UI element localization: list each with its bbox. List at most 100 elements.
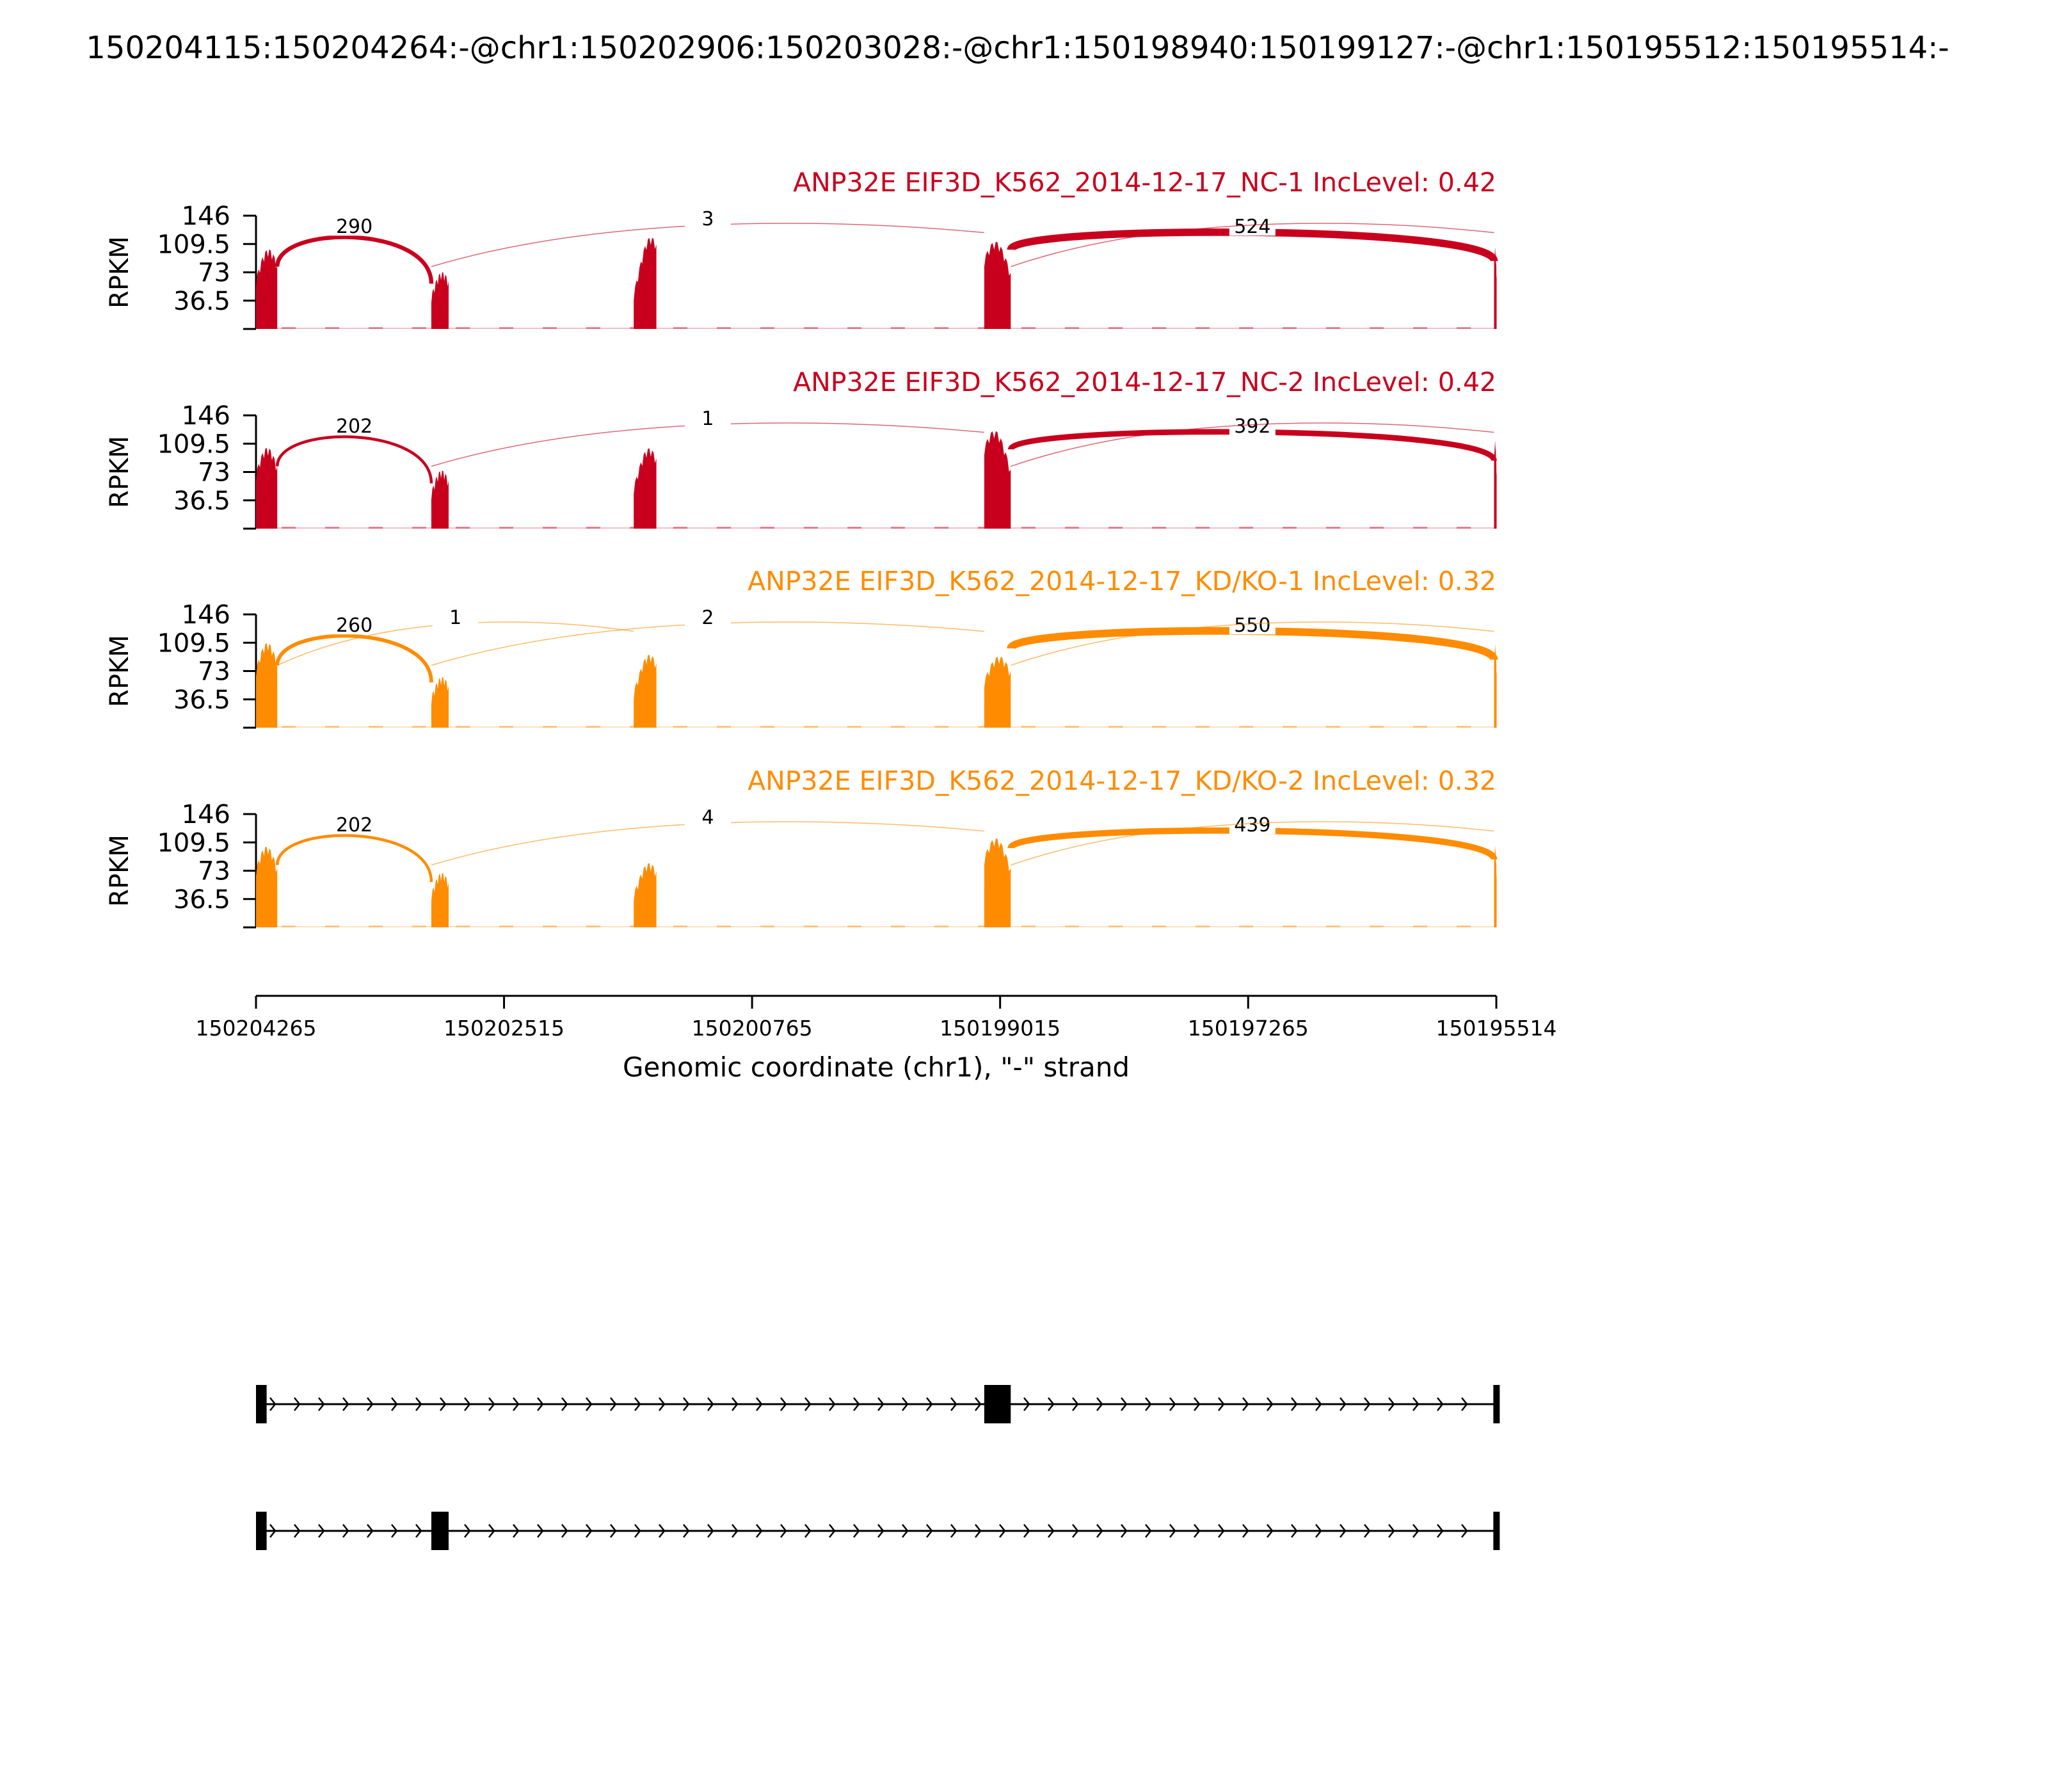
strand-arrow-icon [1096, 1524, 1103, 1538]
y-tick-label: 109.5 [157, 828, 230, 858]
y-tick-label: 146 [182, 600, 230, 630]
junction-count-label: 550 [1234, 614, 1270, 637]
strand-arrow-icon [1242, 1524, 1249, 1538]
gene-model-exon [1493, 1512, 1500, 1550]
strand-arrow-icon [659, 1524, 666, 1538]
junction-label-box [331, 813, 378, 835]
background-coverage [1196, 925, 1210, 927]
strand-arrow-icon [853, 1524, 860, 1538]
strand-arrow-icon [1218, 1397, 1225, 1411]
strand-arrow-icon [464, 1524, 471, 1538]
x-tick-label: 150200765 [692, 1016, 813, 1041]
junction-count-label: 392 [1234, 415, 1270, 438]
gene-model-track [256, 1512, 1500, 1550]
junction-arc [1011, 821, 1494, 866]
strand-arrow-icon [732, 1524, 739, 1538]
background-coverage [934, 726, 948, 728]
background-coverage [891, 925, 905, 927]
junction-arc [275, 435, 433, 484]
gene-model-track [256, 1385, 1500, 1423]
strand-arrow-icon [488, 1397, 495, 1411]
y-tick-label: 109.5 [157, 230, 230, 259]
strand-arrow-icon [1315, 1524, 1322, 1538]
background-coverage [978, 527, 992, 529]
background-coverage [1065, 527, 1079, 529]
y-tick-label: 73 [198, 458, 230, 488]
background-coverage [586, 925, 600, 927]
background-coverage [934, 925, 948, 927]
strand-arrow-icon [610, 1524, 617, 1538]
background-coverage [282, 726, 296, 728]
strand-arrow-icon [877, 1397, 884, 1411]
strand-arrow-icon [415, 1524, 422, 1538]
background-coverage [804, 327, 818, 329]
background-coverage [1457, 925, 1471, 927]
junction-label-box [684, 805, 731, 826]
strand-arrow-icon [1461, 1397, 1468, 1411]
background-coverage [1457, 726, 1471, 728]
background-coverage [673, 527, 687, 529]
junction-count-label: 1 [449, 607, 461, 629]
background-coverage [1326, 925, 1340, 927]
exon-coverage [1494, 644, 1497, 728]
background-coverage [804, 726, 818, 728]
background-coverage [1457, 327, 1471, 329]
exon-coverage [256, 249, 278, 329]
background-coverage [978, 327, 992, 329]
background-coverage [369, 726, 383, 728]
strand-arrow-icon [853, 1397, 860, 1411]
background-coverage [804, 925, 818, 927]
background-coverage [891, 327, 905, 329]
background-coverage [1326, 726, 1340, 728]
strand-arrow-icon [707, 1524, 714, 1538]
background-coverage [934, 327, 948, 329]
strand-arrow-icon [586, 1524, 593, 1538]
exon-coverage [984, 838, 1011, 927]
junction-label-box [331, 415, 378, 436]
exon-coverage [256, 846, 278, 927]
junction-label-box [684, 207, 731, 228]
background-coverage [1108, 527, 1123, 529]
x-tick-label: 150202515 [444, 1016, 564, 1041]
strand-arrow-icon [756, 1524, 763, 1538]
exon-coverage [1494, 846, 1497, 927]
y-axis-label: RPKM [105, 436, 134, 508]
background-coverage [369, 327, 383, 329]
strand-arrow-icon [804, 1524, 812, 1538]
panel-title: ANP32E EIF3D_K562_2014-12-17_KD/KO-2 Inc… [748, 765, 1496, 796]
background-coverage [1326, 327, 1340, 329]
background-coverage [412, 925, 426, 927]
strand-arrow-icon [1267, 1397, 1274, 1411]
coverage-panels: ANP32E EIF3D_K562_2014-12-17_NC-1 IncLev… [105, 167, 1498, 929]
strand-arrow-icon [367, 1524, 374, 1538]
background-coverage [1021, 527, 1036, 529]
strand-arrow-icon [1194, 1524, 1201, 1538]
strand-arrow-icon [926, 1397, 933, 1411]
strand-arrow-icon [732, 1397, 739, 1411]
strand-arrow-icon [1364, 1524, 1371, 1538]
background-coverage [1283, 327, 1297, 329]
y-axis-label: RPKM [105, 236, 134, 308]
background-coverage [673, 925, 687, 927]
x-tick-label: 150195514 [1436, 1016, 1557, 1041]
strand-arrow-icon [294, 1397, 301, 1411]
background-coverage [543, 726, 557, 728]
strand-arrow-icon [1364, 1397, 1371, 1411]
background-coverage [325, 925, 339, 927]
junction-count-label: 2 [701, 607, 714, 629]
x-tick-label: 150199015 [940, 1016, 1060, 1041]
background-coverage [1021, 327, 1036, 329]
strand-arrow-icon [1048, 1397, 1055, 1411]
background-coverage [760, 925, 774, 927]
strand-arrow-icon [318, 1397, 325, 1411]
exon-coverage [1494, 248, 1497, 329]
junction-arc [1011, 621, 1494, 666]
junction-count-label: 524 [1234, 216, 1270, 238]
strand-arrow-icon [975, 1524, 982, 1538]
background-coverage [456, 726, 470, 728]
strand-arrow-icon [1388, 1397, 1395, 1411]
background-coverage [847, 925, 861, 927]
background-coverage [499, 327, 513, 329]
strand-arrow-icon [1340, 1524, 1347, 1538]
gene-model-exon [256, 1512, 267, 1550]
